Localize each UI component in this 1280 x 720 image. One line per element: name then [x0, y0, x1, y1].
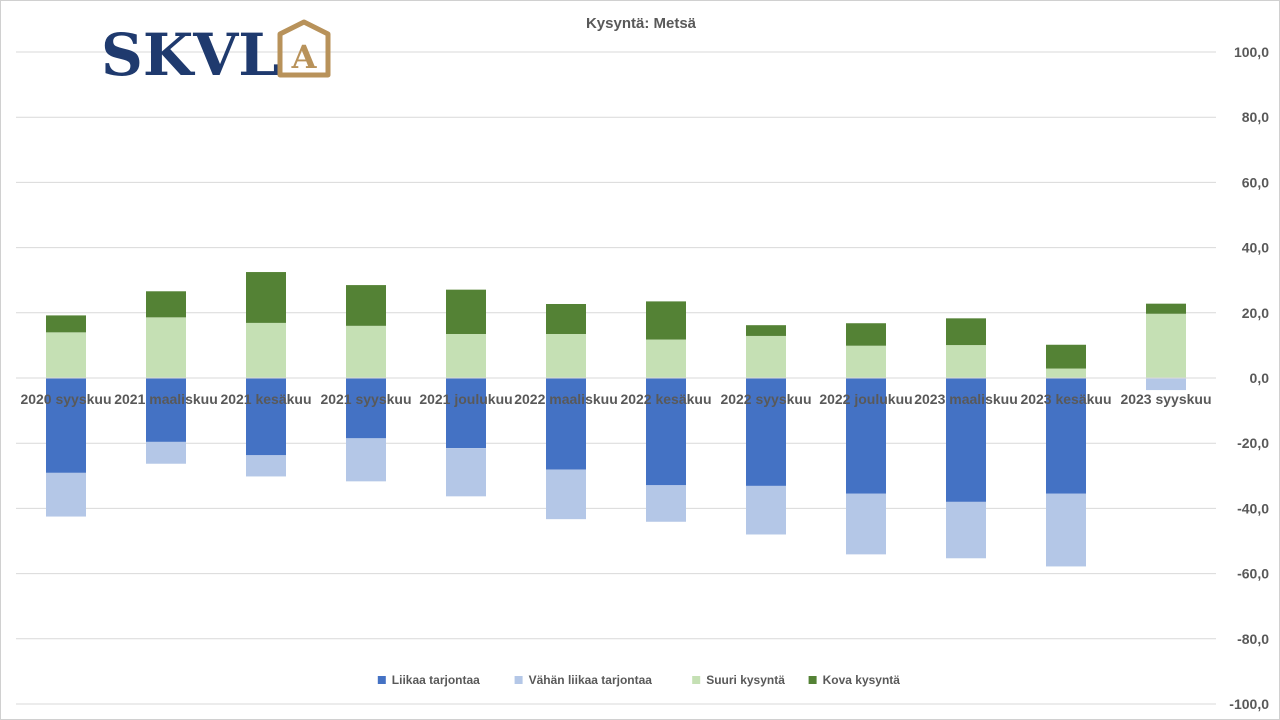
- y-tick-labels: 100,0 80,0 60,0 40,0 20,0 0,0 -20,0 -40,0 -60,0 -…: [1229, 44, 1269, 712]
- gridlines: [16, 51, 1216, 705]
- bar-segment: [146, 441, 186, 464]
- category-label: 2020 syyskuu: [20, 391, 111, 407]
- bar-segment: [446, 333, 486, 378]
- y-tick-label: 80,0: [1242, 109, 1269, 125]
- bar-segment: [46, 332, 86, 378]
- category-label: 2022 joulukuu: [819, 391, 912, 407]
- bar-segment: [446, 289, 486, 334]
- bar-segment: [546, 469, 586, 520]
- logo-mark-text: A: [291, 38, 318, 76]
- bar-segment: [946, 345, 986, 378]
- category-label: 2021 syyskuu: [320, 391, 411, 407]
- legend-item: Liikaa tarjontaa: [377, 673, 480, 687]
- bar-segment: [1046, 344, 1086, 369]
- bar-segment: [1046, 493, 1086, 567]
- bar-segment: [946, 378, 986, 502]
- category-label: 2022 maaliskuu: [514, 391, 618, 407]
- bar-segment: [1146, 313, 1186, 378]
- bar-segment: [146, 378, 186, 442]
- y-tick-label: 20,0: [1242, 305, 1269, 321]
- category-label: 2021 maaliskuu: [114, 391, 218, 407]
- legend-label: Vähän liikaa tarjontaa: [529, 673, 653, 687]
- bar-segment: [746, 378, 786, 486]
- bar-segment: [46, 315, 86, 333]
- skvl-logo: SKVL A: [101, 19, 331, 89]
- bar-segment: [646, 301, 686, 340]
- y-tick-label: -100,0: [1229, 696, 1269, 712]
- legend-swatch: [514, 676, 523, 684]
- legend-item: Kova kysyntä: [808, 673, 901, 687]
- bar-segment: [146, 291, 186, 318]
- bar-segment: [646, 378, 686, 486]
- legend-swatch: [377, 676, 386, 684]
- bar-segment: [846, 493, 886, 555]
- legend: Liikaa tarjontaa Vähän liikaa tarjontaa Su…: [377, 673, 901, 687]
- y-tick-label: 40,0: [1242, 240, 1269, 256]
- legend-label: Suuri kysyntä: [706, 673, 785, 687]
- bar-segment: [746, 325, 786, 336]
- legend-swatch: [808, 676, 817, 684]
- house-logo-icon: A: [277, 19, 331, 78]
- bar-segment: [546, 303, 586, 334]
- bar-segment: [946, 501, 986, 559]
- bar-segment: [1046, 378, 1086, 494]
- bar-segment: [246, 455, 286, 477]
- bar-segment: [746, 485, 786, 535]
- y-tick-label: 0,0: [1250, 370, 1270, 386]
- category-label: 2023 syyskuu: [1120, 391, 1211, 407]
- category-label: 2023 maaliskuu: [914, 391, 1018, 407]
- chart-title: Kysyntä: Metsä: [586, 15, 697, 32]
- legend-label: Liikaa tarjontaa: [392, 673, 480, 687]
- category-label: 2021 kesäkuu: [220, 391, 311, 407]
- y-tick-label: -40,0: [1237, 500, 1269, 516]
- bar-segment: [46, 378, 86, 473]
- bar-segment: [846, 378, 886, 494]
- bar-segment: [246, 322, 286, 378]
- y-tick-label: -60,0: [1237, 566, 1269, 582]
- y-tick-label: -80,0: [1237, 631, 1269, 647]
- category-label: 2021 joulukuu: [419, 391, 512, 407]
- bar-segment: [346, 325, 386, 378]
- bar-segment: [846, 323, 886, 346]
- bars: [46, 272, 1186, 567]
- bar-segment: [46, 472, 86, 517]
- logo-text: SKVL: [101, 21, 279, 89]
- bar-segment: [146, 317, 186, 378]
- category-label: 2022 kesäkuu: [620, 391, 711, 407]
- y-tick-label: 100,0: [1234, 44, 1269, 60]
- category-label: 2023 kesäkuu: [1020, 391, 1111, 407]
- bar-segment: [546, 378, 586, 470]
- bar-segment: [346, 438, 386, 482]
- bar-segment: [246, 272, 286, 323]
- bar-segment: [246, 378, 286, 456]
- bar-segment: [746, 335, 786, 378]
- bar-segment: [446, 378, 486, 449]
- legend-item: Vähän liikaa tarjontaa: [514, 673, 653, 687]
- bar-segment: [946, 318, 986, 346]
- category-labels: 2020 syyskuu 2021 maaliskuu 2021 kesäkuu 20…: [20, 391, 1211, 407]
- bar-segment: [446, 448, 486, 497]
- bar-segment: [1146, 378, 1186, 391]
- bar-segment: [346, 378, 386, 439]
- legend-item: Suuri kysyntä: [692, 673, 785, 687]
- legend-swatch: [692, 676, 701, 684]
- bar-segment: [646, 339, 686, 378]
- y-tick-label: 60,0: [1242, 174, 1269, 190]
- legend-label: Kova kysyntä: [823, 673, 901, 687]
- bar-segment: [1146, 303, 1186, 314]
- bar-segment: [346, 285, 386, 326]
- category-label: 2022 syyskuu: [720, 391, 811, 407]
- bar-segment: [846, 345, 886, 378]
- y-tick-label: -20,0: [1237, 435, 1269, 451]
- bar-segment: [646, 485, 686, 522]
- bar-segment: [1046, 368, 1086, 378]
- bar-segment: [546, 333, 586, 378]
